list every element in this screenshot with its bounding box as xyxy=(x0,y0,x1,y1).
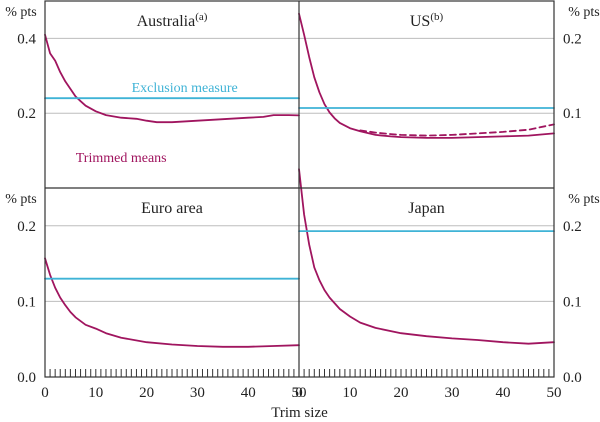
y-tick-label: 0.2 xyxy=(17,106,36,122)
x-axis: 0 10 20 30 40 500 10 20 30 40 50 xyxy=(41,369,562,401)
x-tick-label: 20 xyxy=(394,385,409,401)
panel-title: Euro area xyxy=(141,200,203,217)
panel-title-text: US xyxy=(410,13,430,30)
panel-title-text: Japan xyxy=(408,200,444,217)
annotation-trimmed-means: Trimmed means xyxy=(76,151,167,166)
y-unit-label: % pts xyxy=(5,192,37,207)
y-tick-label: 0.1 xyxy=(17,294,36,310)
y-tick-label: 0.2 xyxy=(563,31,582,47)
annotation-exclusion-measure: Exclusion measure xyxy=(132,81,238,96)
trimmed-means-line xyxy=(44,33,300,124)
y-tick-label: 0.0 xyxy=(563,370,582,386)
y-unit-label: % pts xyxy=(568,5,600,20)
x-tick-label: 20 xyxy=(139,385,154,401)
chart-panels: 0.2 0.4 % pts Australia(a) Exclusion measure… xyxy=(5,5,600,386)
panel-bottom-right: 0.0 0.1 0.2 % pts Japan xyxy=(298,168,600,386)
trimmed-means-dashed-line xyxy=(359,123,555,137)
x-tick-label: 50 xyxy=(547,385,562,401)
panel-title: US(b) xyxy=(410,11,444,30)
y-tick-label: 0.0 xyxy=(17,370,36,386)
panel-top-left: 0.2 0.4 % pts Australia(a) Exclusion measure… xyxy=(5,5,300,166)
x-tick-label: 0 xyxy=(41,385,49,401)
panel-title-text: Euro area xyxy=(141,200,203,217)
panel-title: Japan xyxy=(408,200,444,217)
y-unit-label: % pts xyxy=(568,192,600,207)
panel-title-superscript: (b) xyxy=(430,11,443,23)
x-tick-label: 40 xyxy=(241,385,256,401)
trimmed-means-line xyxy=(44,257,300,348)
x-tick-label: 10 xyxy=(343,385,358,401)
y-tick-label: 0.1 xyxy=(563,106,582,122)
y-tick-label: 0.2 xyxy=(17,219,36,235)
x-tick-label: 40 xyxy=(496,385,511,401)
x-tick-label: 30 xyxy=(190,385,205,401)
y-unit-label: % pts xyxy=(5,5,37,20)
x-tick-label: 10 xyxy=(88,385,103,401)
panel-bottom-left: 0.0 0.1 0.2 % pts Euro area xyxy=(5,192,300,386)
panel-title-text: Australia xyxy=(137,13,196,30)
y-tick-label: 0.4 xyxy=(17,31,36,47)
x-tick-label: 30 xyxy=(445,385,460,401)
trimmed-means-line xyxy=(298,168,555,345)
y-tick-label: 0.1 xyxy=(563,294,582,310)
panel-top-right: 0.1 0.2 % pts US(b) xyxy=(298,5,600,139)
panel-title: Australia(a) xyxy=(137,11,208,30)
panel-title-superscript: (a) xyxy=(195,11,208,23)
x-tick-label: 0 xyxy=(295,385,303,401)
x-tick-label: 50 xyxy=(292,385,307,401)
y-tick-label: 0.2 xyxy=(563,219,582,235)
trimmed-means-line xyxy=(298,12,555,139)
x-axis-title: Trim size xyxy=(271,405,328,421)
